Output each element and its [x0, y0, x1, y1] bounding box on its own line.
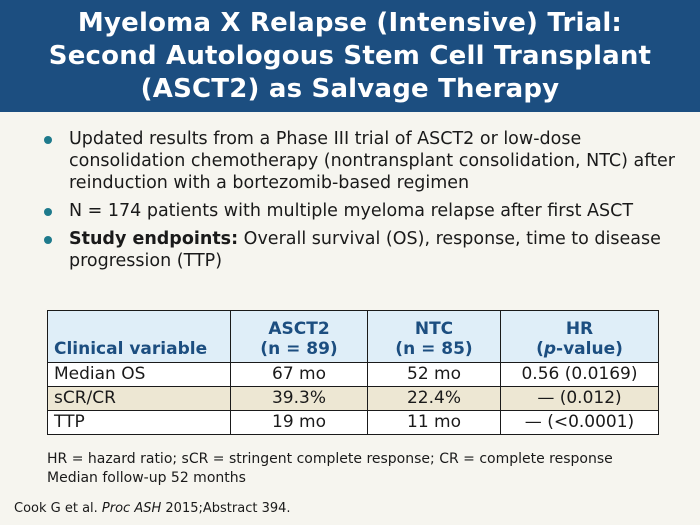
cell-variable: sCR/CR	[47, 386, 231, 411]
slide-title: Myeloma X Relapse (Intensive) Trial: Sec…	[49, 7, 651, 106]
cell-asct2: 39.3%	[230, 386, 368, 411]
title-line-3: (ASCT2) as Salvage Therapy	[140, 73, 560, 104]
cell-ntc: 11 mo	[367, 410, 501, 435]
table-header-row: Clinical variable ASCT2 (n = 89) NTC (n …	[47, 310, 659, 363]
citation-journal: Proc ASH	[101, 501, 162, 516]
cell-hr: — (<0.0001)	[500, 410, 659, 435]
cell-hr: 0.56 (0.0169)	[500, 362, 659, 387]
bullet-text: Overall survival (OS), response, time to…	[69, 229, 661, 271]
bullet-bold-label: Study endpoints:	[69, 229, 239, 249]
citation-authors: Cook G et al.	[14, 501, 102, 516]
bullet-dot-icon	[44, 208, 52, 216]
cell-hr: — (0.012)	[500, 386, 659, 411]
bullet-text: N = 174 patients with multiple myeloma r…	[69, 201, 634, 221]
footnote-follow-up: Median follow-up 52 months	[47, 469, 246, 486]
title-bar: Myeloma X Relapse (Intensive) Trial: Sec…	[0, 0, 700, 112]
table-row: Median OS 67 mo 52 mo 0.56 (0.0169)	[47, 362, 659, 387]
bullet-item: N = 174 patients with multiple myeloma r…	[40, 200, 680, 222]
citation: Cook G et al. Proc ASH 2015;Abstract 394…	[14, 500, 291, 518]
results-table: Clinical variable ASCT2 (n = 89) NTC (n …	[47, 310, 659, 435]
title-line-1: Myeloma X Relapse (Intensive) Trial:	[77, 7, 623, 38]
bullet-dot-icon	[44, 236, 52, 244]
title-line-2: Second Autologous Stem Cell Transplant	[48, 40, 652, 71]
cell-asct2: 19 mo	[230, 410, 368, 435]
bullet-dot-icon	[44, 136, 52, 144]
cell-asct2: 67 mo	[230, 362, 368, 387]
bullet-item: Updated results from a Phase III trial o…	[40, 128, 680, 194]
header-hr: HR (p-value)	[500, 310, 659, 363]
bullet-item: Study endpoints: Overall survival (OS), …	[40, 228, 680, 272]
bullet-text: Updated results from a Phase III trial o…	[69, 129, 675, 193]
footnote-abbreviations: HR = hazard ratio; sCR = stringent compl…	[47, 451, 613, 467]
bullet-list: Updated results from a Phase III trial o…	[40, 128, 680, 278]
header-ntc: NTC (n = 85)	[367, 310, 501, 363]
table-row: sCR/CR 39.3% 22.4% — (0.012)	[47, 386, 659, 411]
cell-variable: Median OS	[47, 362, 231, 387]
table-row: TTP 19 mo 11 mo — (<0.0001)	[47, 410, 659, 435]
header-clinical-variable: Clinical variable	[47, 310, 231, 363]
header-asct2: ASCT2 (n = 89)	[230, 310, 368, 363]
cell-ntc: 52 mo	[367, 362, 501, 387]
cell-ntc: 22.4%	[367, 386, 501, 411]
footnotes: HR = hazard ratio; sCR = stringent compl…	[47, 450, 687, 487]
cell-variable: TTP	[47, 410, 231, 435]
citation-details: 2015;Abstract 394.	[161, 501, 291, 516]
